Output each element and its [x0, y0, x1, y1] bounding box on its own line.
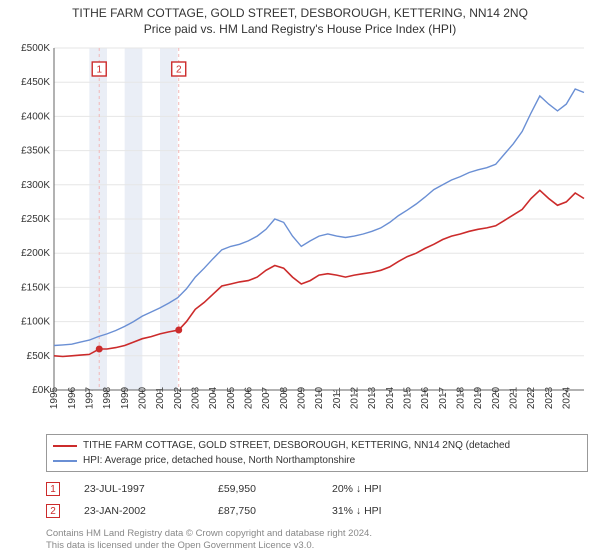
legend-row-hpi: HPI: Average price, detached house, Nort…: [53, 453, 581, 468]
sale-date-2: 23-JAN-2002: [84, 505, 194, 517]
legend-swatch-subject: [53, 445, 77, 447]
svg-text:£500K: £500K: [21, 43, 50, 54]
svg-text:£150K: £150K: [21, 282, 50, 293]
title-sub: Price paid vs. HM Land Registry's House …: [10, 22, 590, 36]
svg-text:£350K: £350K: [21, 146, 50, 157]
footer-line1: Contains HM Land Registry data © Crown c…: [46, 528, 588, 540]
footer: Contains HM Land Registry data © Crown c…: [46, 528, 588, 553]
legend-swatch-hpi: [53, 460, 77, 462]
svg-text:£250K: £250K: [21, 214, 50, 225]
chart-svg: £0K £50K £100K £150K £200K £250K £300K £350K £40…: [12, 42, 588, 430]
svg-text:1: 1: [96, 65, 102, 76]
sales-row-2: 2 23-JAN-2002 £87,750 31% ↓ HPI: [46, 500, 588, 522]
chart-titles: TITHE FARM COTTAGE, GOLD STREET, DESBORO…: [0, 0, 600, 38]
legend: TITHE FARM COTTAGE, GOLD STREET, DESBORO…: [46, 434, 588, 472]
legend-row-subject: TITHE FARM COTTAGE, GOLD STREET, DESBORO…: [53, 438, 581, 453]
chart-area: £0K £50K £100K £150K £200K £250K £300K £350K £40…: [12, 42, 588, 430]
svg-text:£0K: £0K: [32, 385, 50, 396]
sale-date-1: 23-JUL-1997: [84, 483, 194, 495]
svg-text:£50K: £50K: [27, 351, 51, 362]
sale-delta-2: 31% ↓ HPI: [332, 505, 382, 517]
svg-text:£400K: £400K: [21, 111, 50, 122]
svg-text:£100K: £100K: [21, 317, 50, 328]
svg-text:£300K: £300K: [21, 180, 50, 191]
svg-text:£450K: £450K: [21, 77, 50, 88]
svg-text:2: 2: [176, 65, 182, 76]
footer-line2: This data is licensed under the Open Gov…: [46, 540, 588, 552]
sale-price-2: £87,750: [218, 505, 308, 517]
sale-marker-2: 2: [46, 504, 60, 518]
sale-delta-1: 20% ↓ HPI: [332, 483, 382, 495]
title-main: TITHE FARM COTTAGE, GOLD STREET, DESBORO…: [10, 6, 590, 20]
sale-marker-1: 1: [46, 482, 60, 496]
svg-text:£200K: £200K: [21, 248, 50, 259]
sales-row-1: 1 23-JUL-1997 £59,950 20% ↓ HPI: [46, 478, 588, 500]
sale-price-1: £59,950: [218, 483, 308, 495]
legend-label-hpi: HPI: Average price, detached house, Nort…: [83, 455, 355, 466]
legend-label-subject: TITHE FARM COTTAGE, GOLD STREET, DESBORO…: [83, 440, 510, 451]
sales-table: 1 23-JUL-1997 £59,950 20% ↓ HPI 2 23-JAN…: [46, 478, 588, 522]
